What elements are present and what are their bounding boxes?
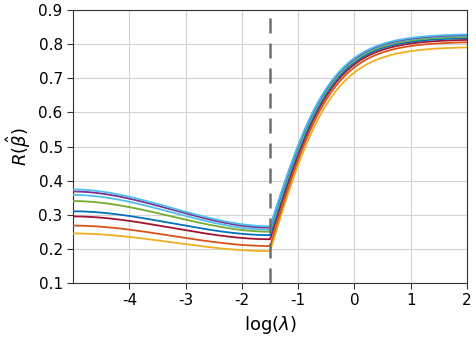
X-axis label: $\log(\lambda)$: $\log(\lambda)$	[244, 314, 297, 336]
Y-axis label: $R(\hat{\beta})$: $R(\hat{\beta})$	[4, 127, 33, 166]
